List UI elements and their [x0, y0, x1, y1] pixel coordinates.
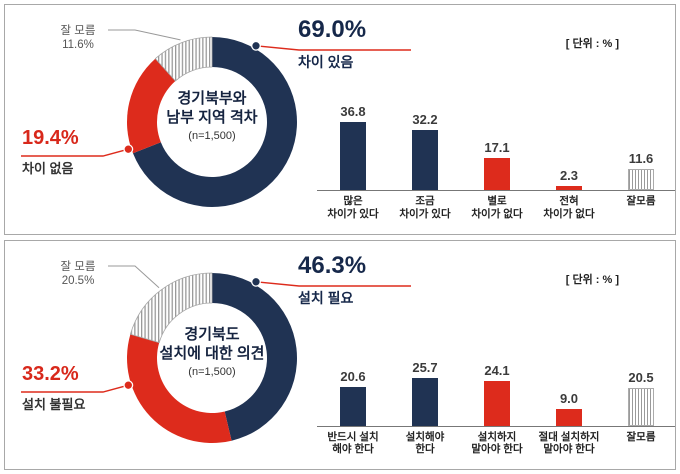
bar-plot-area: 36.8 32.2 17.1 2.3 11.6 — [317, 97, 675, 191]
bar-column-3: 9.0 — [533, 391, 605, 426]
unit-label: [ 단위 : % ] — [565, 273, 619, 286]
bar-value: 32.2 — [412, 112, 438, 128]
sample-size: (n=1,500) — [188, 365, 236, 378]
unit-label: [ 단위 : % ] — [565, 38, 619, 50]
bar-category-label: 반드시 설치 해야 한다 — [327, 430, 379, 456]
callout-secondary-label: 차이 없음 — [22, 161, 74, 176]
bar-column-2: 17.1 — [461, 140, 533, 190]
bar-column-0: 36.8 — [317, 104, 389, 190]
bar-value: 24.1 — [484, 362, 510, 378]
callout-main: 46.3% 설치 필요 — [298, 251, 428, 308]
bar-chart-province-opinion: 20.6 25.7 24.1 9.0 20.5 반드시 설치 해야 한다 설치해야 한다 설치하지… — [317, 333, 675, 456]
bar-category-label: 많은 차이가 있다 — [327, 195, 379, 220]
donut-segment-0 — [212, 272, 298, 441]
sample-size: (n=1,500) — [188, 130, 236, 142]
bar-column-3: 2.3 — [533, 168, 605, 190]
callout-line-0 — [255, 45, 411, 51]
callout-secondary-pct: 19.4% — [22, 127, 79, 149]
callout-dont-know-label: 잘 모름 — [60, 260, 96, 273]
callout-dont-know: 잘 모름 11.6% — [49, 24, 107, 52]
callout-dont-know-pct: 20.5% — [61, 274, 95, 287]
bar-category-label: 잘모름 — [626, 195, 656, 207]
bar-value: 20.5 — [628, 369, 654, 385]
callout-main-label: 설치 필요 — [298, 289, 354, 306]
callout-secondary: 33.2% 설치 불필요 — [22, 363, 126, 413]
bar-column-1: 32.2 — [389, 112, 461, 190]
panel-region-gap: 경기북부와 남부 지역 격차 (n=1,500) 잘 모름 11.6% 69.0… — [4, 4, 676, 235]
bar-value: 11.6 — [628, 150, 654, 166]
bar-column-0: 20.6 — [317, 369, 389, 426]
donut-title-line2: 남부 지역 격차 — [166, 109, 258, 126]
callout-secondary-pct: 33.2% — [22, 362, 79, 385]
donut-center-label: 경기북도 설치에 대한 의견 (n=1,500) — [144, 325, 280, 378]
bar-value: 20.6 — [340, 369, 366, 385]
bar — [340, 121, 366, 190]
bar — [628, 387, 654, 426]
bar — [412, 377, 438, 426]
bar-value: 9.0 — [559, 390, 579, 406]
donut-title-line2: 설치에 대한 의견 — [159, 344, 265, 362]
bar-column-4: 20.5 — [605, 369, 675, 426]
bar-column-4: 11.6 — [605, 150, 675, 190]
bar — [556, 408, 582, 426]
bar-category-label: 조금 차이가 있다 — [399, 195, 451, 220]
bar-value: 36.8 — [340, 103, 366, 119]
callout-dot-1 — [123, 144, 134, 155]
donut-title-line1: 경기북도 — [184, 325, 240, 343]
bar-column-1: 25.7 — [389, 360, 461, 426]
bar — [484, 158, 510, 190]
donut-segment-0 — [132, 37, 297, 208]
bar-category-row: 많은 차이가 있다 조금 차이가 있다 별로 차이가 없다 전혀 차이가 없다 잘모름 — [317, 191, 675, 220]
callout-dont-know-pct: 11.6% — [62, 39, 94, 51]
callout-secondary-label: 설치 불필요 — [22, 396, 86, 412]
callout-main: 69.0% 차이 있음 — [298, 17, 428, 72]
callout-dot-1 — [123, 379, 134, 390]
donut-segment-1 — [126, 333, 232, 443]
callout-main-pct: 46.3% — [298, 251, 367, 279]
bar — [628, 168, 654, 190]
bar-category-label: 전혀 차이가 없다 — [543, 195, 595, 220]
callout-secondary: 19.4% 차이 없음 — [22, 127, 126, 177]
bar-category-label: 절대 설치하지 말아야 한다 — [538, 430, 600, 456]
donut-chart-region-gap — [21, 29, 411, 208]
callout-line-2 — [108, 265, 160, 288]
bar-column-2: 24.1 — [461, 363, 533, 426]
bar-value: 25.7 — [412, 359, 438, 375]
callout-line-1 — [21, 384, 129, 393]
bar — [484, 380, 510, 426]
callout-line-0 — [255, 280, 411, 287]
donut-segment-2 — [129, 272, 213, 343]
callout-line-2 — [108, 29, 181, 41]
bar-plot-area: 20.6 25.7 24.1 9.0 20.5 — [317, 333, 675, 427]
callout-dot-0 — [251, 40, 261, 51]
bar — [340, 387, 366, 426]
donut-title: 경기북부와 남부 지역 격차 — [144, 89, 280, 127]
bar-value: 17.1 — [484, 140, 510, 156]
donut-center-label: 경기북부와 남부 지역 격차 (n=1,500) — [144, 89, 280, 142]
donut-title-line1: 경기북부와 — [177, 90, 247, 107]
callout-dont-know: 잘 모름 20.5% — [49, 260, 107, 288]
bar-value: 2.3 — [559, 167, 579, 183]
bar-category-row: 반드시 설치 해야 한다 설치해야 한다 설치하지 말아야 한다 절대 설치하지 말아야 한다… — [317, 427, 675, 456]
bar-category-label: 설치해야 한다 — [405, 430, 445, 456]
callout-line-1 — [21, 148, 129, 157]
bar-category-label: 잘모름 — [626, 430, 656, 443]
donut-title: 경기북도 설치에 대한 의견 — [144, 325, 280, 363]
bar — [556, 185, 582, 190]
bar-category-label: 별로 차이가 없다 — [471, 195, 523, 220]
bar-category-label: 설치하지 말아야 한다 — [471, 430, 523, 456]
bar — [412, 130, 438, 190]
panel-province-opinion: 경기북도 설치에 대한 의견 (n=1,500) 잘 모름 20.5% 46.3… — [4, 239, 676, 470]
callout-main-label: 차이 있음 — [298, 54, 354, 70]
donut-chart-province-opinion — [21, 265, 411, 443]
donut-segment-2 — [154, 36, 213, 82]
callout-dot-0 — [251, 276, 261, 287]
callout-dont-know-label: 잘 모름 — [60, 25, 96, 37]
bar-chart-region-gap: 36.8 32.2 17.1 2.3 11.6 많은 차이가 있다 조금 차이가 있다 별로 차이가… — [317, 97, 675, 220]
callout-main-pct: 69.0% — [298, 16, 367, 43]
donut-segment-1 — [127, 58, 176, 154]
